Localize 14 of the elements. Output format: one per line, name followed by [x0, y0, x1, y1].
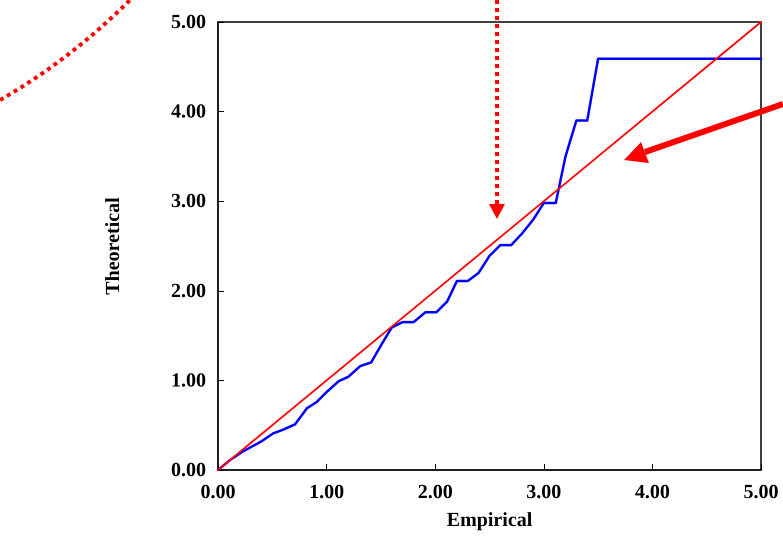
- y-tick-label: 5.00: [171, 11, 206, 33]
- x-tick-label: 5.00: [744, 481, 778, 503]
- y-axis-title: Theoretical: [102, 196, 124, 295]
- y-tick-label: 1.00: [171, 369, 206, 392]
- y-tick-label: 4.00: [171, 100, 206, 123]
- x-axis-title: Empirical: [446, 509, 533, 531]
- y-tick-label: 2.00: [171, 280, 206, 302]
- x-tick-label: 2.00: [418, 481, 453, 503]
- y-tick-label: 3.00: [171, 190, 206, 212]
- y-tick-label: 0.00: [171, 459, 206, 481]
- x-tick-label: 0.00: [200, 481, 236, 503]
- x-tick-label: 4.00: [634, 481, 670, 503]
- x-tick-label: 3.00: [526, 481, 562, 503]
- x-tick-label: 1.00: [309, 481, 344, 503]
